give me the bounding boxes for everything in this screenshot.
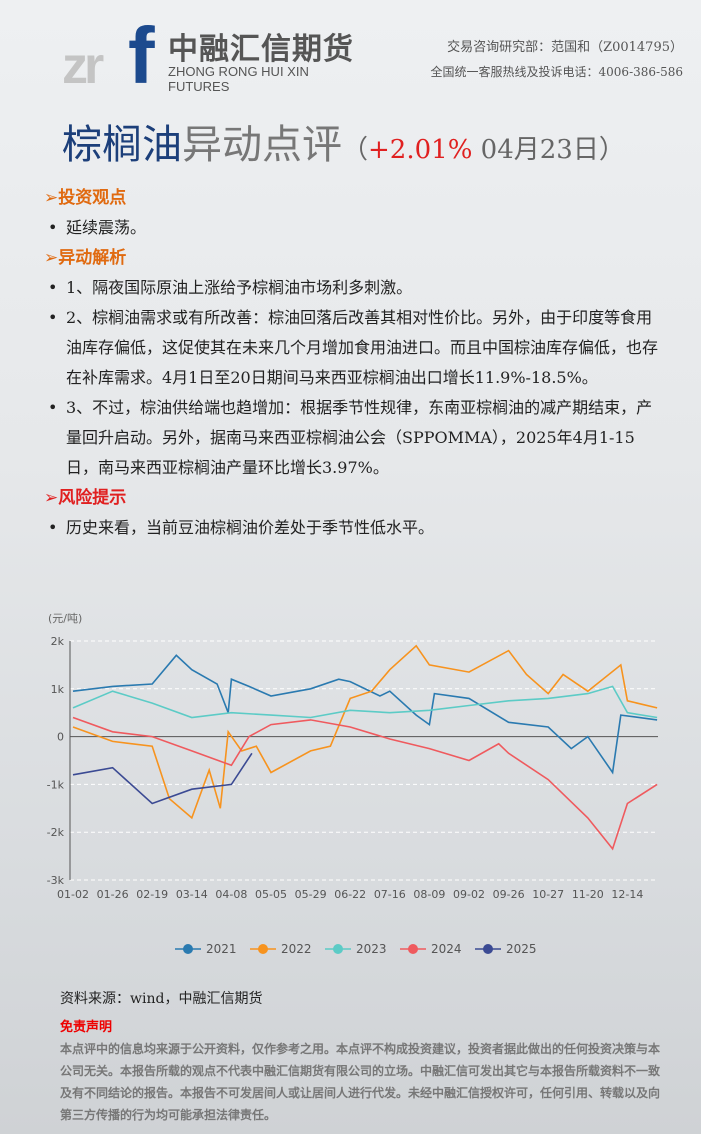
x-tick-label: 05-29 [295,888,327,901]
section-heading: ➢投资观点 [44,188,127,208]
title-date: 04月23日 [472,135,599,165]
x-tick-label: 09-02 [453,888,485,901]
y-tick-label: 2k [51,635,65,648]
bullet-item: 3、不过，棕油供给端也趋增加：根据季节性规律，东南亚棕榈油的减产期结束，产量回升… [44,393,664,483]
x-tick-label: 01-02 [57,888,89,901]
disclaimer-title: 免责声明 [60,1020,113,1035]
section-heading: ➢异动解析 [44,248,127,268]
bullet-item: 2、棕榈油需求或有所改善：棕油回落后改善其相对性价比。另外，由于印度等食用油库存… [44,303,664,393]
series-line-2024 [72,716,658,851]
x-tick-label: 04-08 [215,888,247,901]
title-product: 棕榈油 [62,122,182,168]
legend-marker [408,944,418,954]
y-axis-unit: (元/吨) [48,612,82,625]
x-tick-label: 09-26 [493,888,525,901]
disclaimer-text: 本点评中的信息均来源于公开资料，仅作参考之用。本点评不构成投资建议，投资者据此做… [60,1042,661,1122]
hotline: 全国统一客服热线及投诉电话：4006-386-586 [430,65,683,79]
x-tick-label: 05-05 [255,888,287,901]
bullet-item: 1、隔夜国际原油上涨给予棕榈油市场利多刺激。 [44,273,664,303]
bullet-item: 历史来看，当前豆油棕榈油价差处于季节性低水平。 [44,513,664,543]
y-tick-label: 0 [57,731,64,744]
legend-marker [333,944,343,954]
report-content: ➢投资观点延续震荡。 ➢异动解析 1、隔夜国际原油上涨给予棕榈油市场利多刺激。2、棕… [44,183,664,543]
x-tick-label: 02-19 [136,888,168,901]
y-tick-label: 1k [51,683,65,696]
data-source: 资料来源：wind，中融汇信期货 [60,991,263,1007]
contact-info: 交易咨询研究部：范国和（Z0014795） 全国统一客服热线及投诉电话：4006… [431,36,683,84]
legend-label: 2023 [356,942,387,956]
x-tick-label: 07-16 [374,888,406,901]
title-kind: 异动点评 [182,122,342,168]
legend-label: 2025 [506,942,537,956]
logo-chinese-name: 中融汇信期货 [168,32,354,67]
x-tick-label: 08-09 [413,888,445,901]
bullet-item: 延续震荡。 [44,213,664,243]
legend-label: 2021 [206,942,237,956]
logo-english-name: ZHONG RONG HUI XIN FUTURES [168,64,309,94]
series-line-2025 [72,752,253,805]
analyst: 交易咨询研究部：范国和（Z0014795） [447,40,683,55]
x-tick-label: 10-27 [532,888,564,901]
section-heading: ➢风险提示 [44,488,127,508]
series-line-2023 [72,685,658,719]
series-line-2021 [72,654,658,775]
legend-marker [258,944,268,954]
title-paren: （ [342,135,369,165]
legend-marker [183,944,193,954]
logo-zr: zr [62,37,104,95]
legend-label: 2024 [431,942,462,956]
y-tick-label: -2k [47,826,65,839]
x-tick-label: 01-26 [97,888,129,901]
logo-f: f [128,11,155,100]
header: zr f 中融汇信期货 ZHONG RONG HUI XIN FUTURES 交… [0,0,701,100]
x-tick-label: 03-14 [176,888,208,901]
series-line-2022 [72,644,658,820]
company-logo: zr f 中融汇信期货 ZHONG RONG HUI XIN FUTURES [62,11,372,100]
legend-label: 2022 [281,942,312,956]
y-tick-label: -3k [47,874,65,887]
x-tick-label: 12-14 [611,888,643,901]
x-tick-label: 11-20 [572,888,604,901]
x-tick-label: 06-22 [334,888,366,901]
legend-marker [483,944,493,954]
change-percent: +2.01% [368,135,473,165]
y-tick-label: -1k [47,778,65,791]
title-paren: ） [598,135,625,165]
page-title: 棕榈油异动点评（+2.01% 04月23日） [62,112,625,170]
